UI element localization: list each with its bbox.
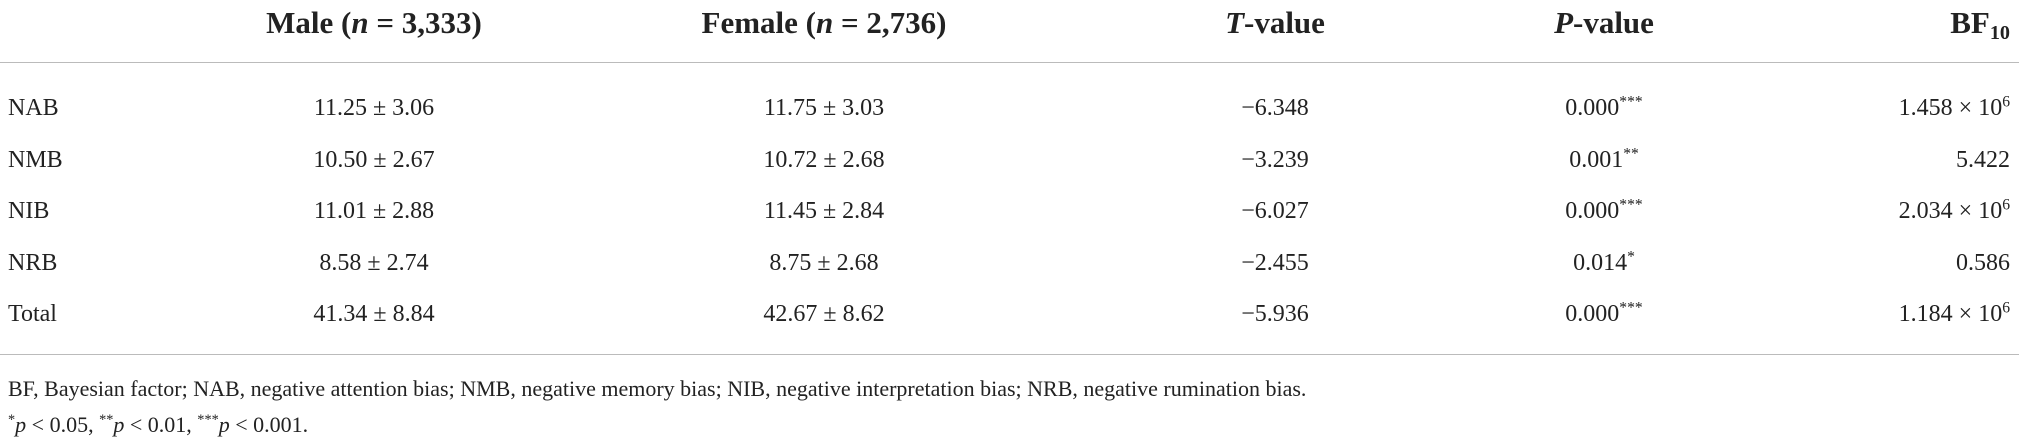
table-cell: 11.25 ± 3.06 xyxy=(313,95,435,121)
text-segment: ** xyxy=(99,412,114,429)
text-segment: = 3,333) xyxy=(368,5,482,40)
text-segment: p xyxy=(15,412,27,437)
table-cell: 41.34 ± 8.84 xyxy=(313,301,435,327)
column-header: T-value xyxy=(1225,4,1325,42)
column-header: Female (n = 2,736) xyxy=(702,4,947,42)
text-segment: Male ( xyxy=(266,5,352,40)
row-label: NMB xyxy=(8,147,63,173)
table-cell: 1.184 × 106 xyxy=(1899,299,2010,329)
table-cell: 0.014* xyxy=(1573,248,1635,278)
text-segment: *** xyxy=(1619,93,1643,111)
text-segment: 0.000 xyxy=(1565,198,1620,224)
text-segment: P xyxy=(1554,5,1573,40)
column-header: P-value xyxy=(1554,4,1654,42)
text-segment: 0.001 xyxy=(1569,147,1624,173)
text-segment: 6 xyxy=(2002,299,2010,317)
table-cell: −2.455 xyxy=(1241,250,1309,276)
text-segment: T xyxy=(1225,5,1244,40)
footnote: BF, Bayesian factor; NAB, negative atten… xyxy=(8,376,1307,401)
text-segment: BF xyxy=(1950,5,1990,40)
row-label: Total xyxy=(8,301,57,327)
table-cell: 0.000*** xyxy=(1565,196,1642,226)
text-segment: *** xyxy=(197,412,219,429)
text-segment: * xyxy=(1627,248,1635,266)
text-segment: 6 xyxy=(2002,93,2010,111)
header-rule xyxy=(0,62,2019,63)
table-cell: 10.72 ± 2.68 xyxy=(763,147,885,173)
table-cell: 0.000*** xyxy=(1565,93,1642,123)
row-label: NRB xyxy=(8,250,58,276)
text-segment: < 0.05, xyxy=(26,412,100,437)
table-cell: 11.75 ± 3.03 xyxy=(763,95,885,121)
text-segment: *** xyxy=(1619,299,1643,317)
row-label: NAB xyxy=(8,95,59,121)
table-cell: 5.422 xyxy=(1956,147,2010,173)
text-segment: 2.034 × 10 xyxy=(1898,198,2003,224)
text-segment: *** xyxy=(1619,196,1643,214)
table-cell: 1.458 × 106 xyxy=(1899,93,2010,123)
text-segment: 0.000 xyxy=(1565,301,1620,327)
text-segment: -value xyxy=(1244,5,1325,40)
column-header: BF10 xyxy=(1950,4,2010,45)
table-cell: 0.001** xyxy=(1569,145,1639,175)
text-segment: n xyxy=(815,5,834,40)
table-cell: −3.239 xyxy=(1241,147,1309,173)
text-segment: 10 xyxy=(1989,22,2010,45)
text-segment: p xyxy=(113,412,125,437)
text-segment: 6 xyxy=(2002,196,2010,214)
table-cell: −6.027 xyxy=(1241,198,1309,224)
text-segment: < 0.01, xyxy=(124,412,198,437)
table-cell: 8.75 ± 2.68 xyxy=(769,250,879,276)
table-cell: 42.67 ± 8.62 xyxy=(763,301,885,327)
table-cell: −6.348 xyxy=(1241,95,1309,121)
text-segment: p xyxy=(218,412,230,437)
row-label: NIB xyxy=(8,198,50,224)
table-cell: 11.01 ± 2.88 xyxy=(313,198,435,224)
text-segment: Female ( xyxy=(701,5,816,40)
table-cell: 8.58 ± 2.74 xyxy=(319,250,429,276)
table-cell: 10.50 ± 2.67 xyxy=(313,147,435,173)
text-segment: < 0.001. xyxy=(229,412,309,437)
bottom-rule xyxy=(0,354,2019,355)
text-segment: 0.014 xyxy=(1573,250,1628,276)
text-segment: n xyxy=(351,5,369,40)
text-segment: -value xyxy=(1573,5,1654,40)
table-cell: 2.034 × 106 xyxy=(1899,196,2010,226)
text-segment: * xyxy=(8,412,16,429)
text-segment: 1.184 × 10 xyxy=(1898,301,2003,327)
table-cell: 0.586 xyxy=(1956,250,2010,276)
column-header: Male (n = 3,333) xyxy=(266,4,482,42)
text-segment: = 2,736) xyxy=(833,5,947,40)
footnote: *p < 0.05, **p < 0.01, ***p < 0.001. xyxy=(8,411,308,439)
text-segment: 0.000 xyxy=(1565,95,1620,121)
table-cell: 0.000*** xyxy=(1565,299,1642,329)
text-segment: 1.458 × 10 xyxy=(1898,95,2003,121)
table-cell: 11.45 ± 2.84 xyxy=(763,198,885,224)
text-segment: ** xyxy=(1623,145,1639,163)
table-cell: −5.936 xyxy=(1241,301,1309,327)
